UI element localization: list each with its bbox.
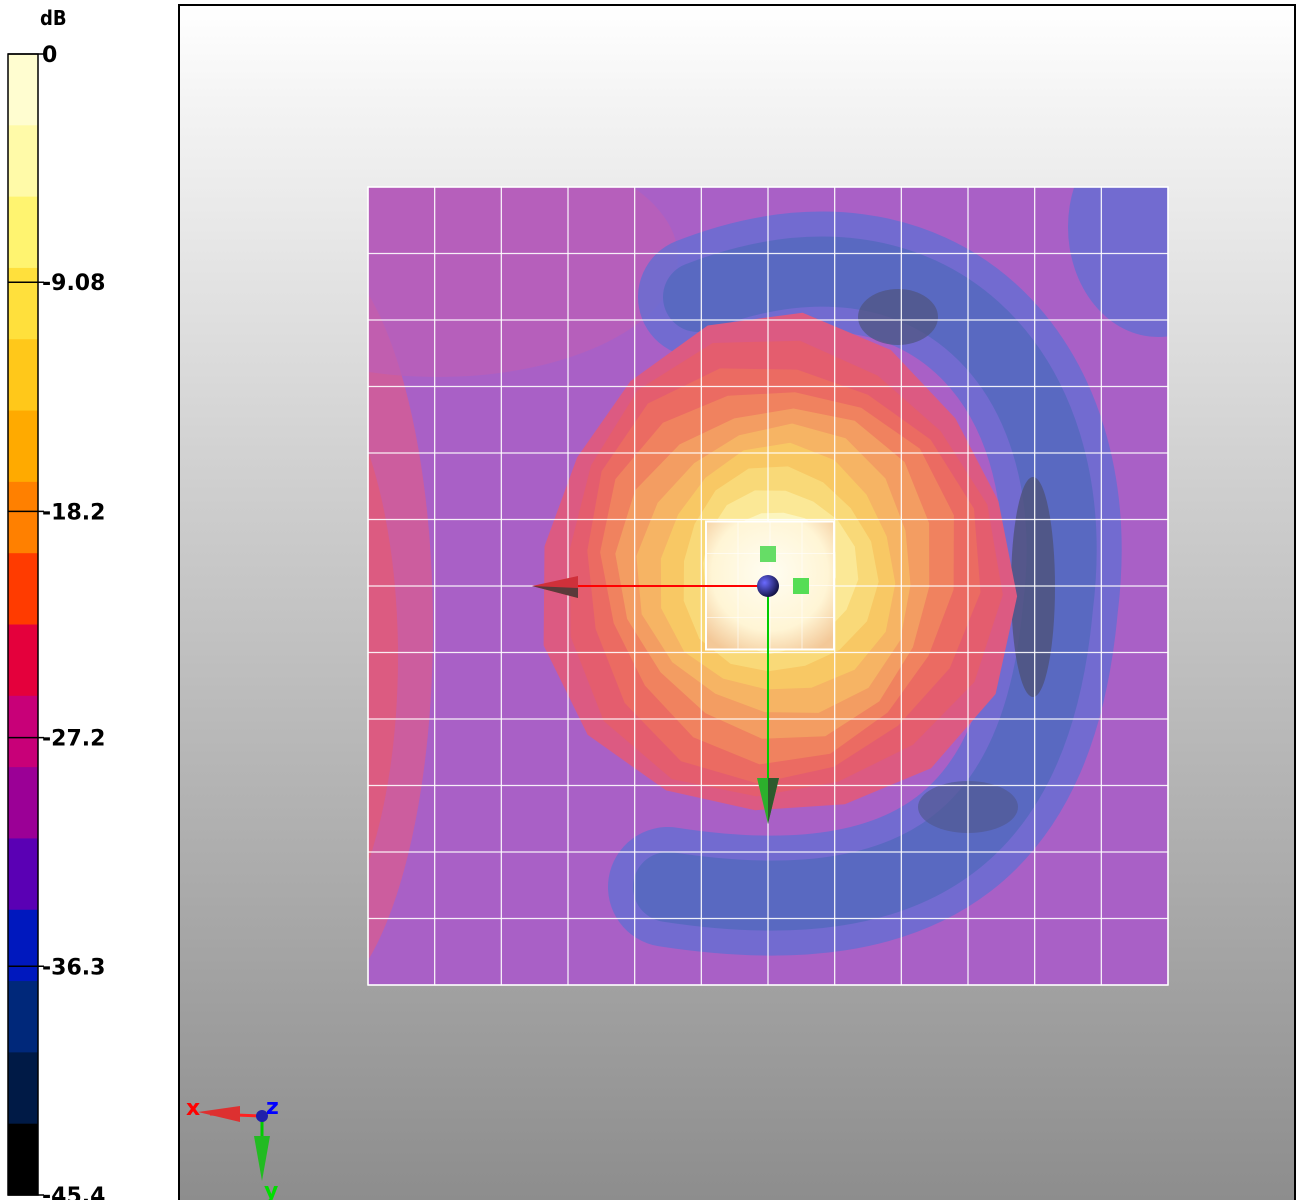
colorbar-band	[8, 54, 38, 126]
colorbar-tick-label: -9.08	[42, 271, 105, 296]
colorbar-legend: 0 -9.08 -18.2 -27.2 -36.3 -45.4	[7, 43, 105, 1200]
field-grid	[367, 186, 1169, 986]
colorbar-tick-label: -45.4	[42, 1184, 105, 1200]
field-null-core-right	[1011, 477, 1055, 697]
field-null-ring	[633, 236, 1097, 931]
colorbar-band	[8, 909, 38, 982]
3d-viewport[interactable]: x y z	[178, 4, 1296, 1200]
colorbar-tick-label: -18.2	[42, 500, 105, 525]
triad-y-arrowhead	[254, 1136, 270, 1181]
colorbar-band	[8, 410, 38, 483]
colorbar-band	[8, 695, 38, 768]
colorbar-band	[8, 267, 38, 340]
colorbar-tick-label: -36.3	[42, 955, 105, 980]
field-scene: x y z	[186, 186, 1169, 1200]
triad-x-label: x	[186, 1096, 200, 1121]
triad-y-label: y	[264, 1179, 278, 1200]
axes-triad: x y z	[186, 1095, 279, 1200]
field-null-corner	[1068, 187, 1168, 337]
colorbar-band	[8, 624, 38, 697]
triad-z-axis	[256, 1110, 268, 1122]
x-axis-arrowhead-shade	[532, 586, 578, 598]
colorbar-band	[8, 125, 38, 198]
origin-axes	[532, 575, 779, 824]
colorbar-band	[8, 481, 38, 554]
triad-x-arrowhead	[198, 1106, 240, 1122]
colorbar-band	[8, 981, 38, 1053]
colorbar-band	[8, 838, 38, 911]
field-lobe-left	[368, 451, 398, 863]
colorbar-band	[8, 553, 38, 625]
colorbar-band	[8, 1123, 38, 1196]
colorbar-band	[8, 339, 38, 412]
colorbar-tick-label: 0	[42, 43, 57, 68]
legend-unit-label: dB	[40, 6, 67, 30]
probe-marker	[793, 578, 809, 594]
triad-z-label: z	[266, 1095, 279, 1120]
colorbar-band	[8, 767, 38, 839]
plane-border	[367, 186, 1169, 986]
probe-marker-small	[760, 546, 776, 562]
colorbar-band	[8, 1052, 38, 1125]
colorbar-band	[8, 196, 38, 269]
colorbar-tick-label: -27.2	[42, 727, 105, 752]
field-lobe-topleft	[368, 187, 678, 377]
y-axis-arrowhead-shade	[768, 778, 779, 824]
field-null-core-top	[858, 289, 938, 345]
origin-sphere	[757, 575, 779, 597]
